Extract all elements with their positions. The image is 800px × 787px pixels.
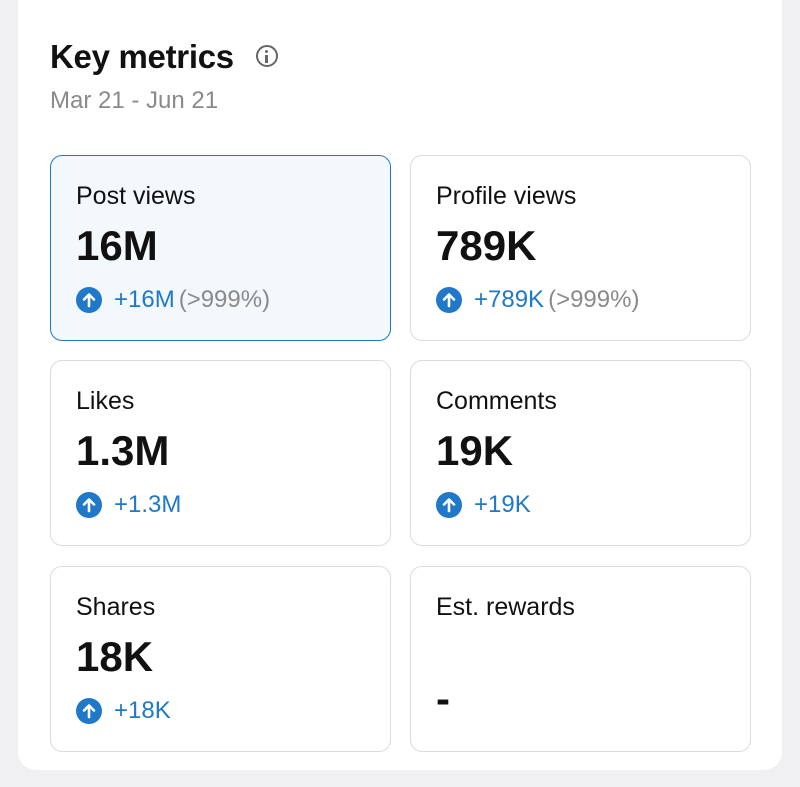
metric-value: 1.3M <box>76 427 170 474</box>
metric-change: +1.3M <box>76 491 181 519</box>
metric-tile[interactable]: Shares 18K +18K <box>50 566 391 752</box>
metric-label: Comments <box>436 387 557 415</box>
metric-label: Likes <box>76 387 135 415</box>
metric-label: Post views <box>76 182 196 210</box>
metric-change: +18K <box>76 697 171 725</box>
metric-value: - <box>436 675 450 722</box>
up-icon <box>76 492 102 518</box>
metric-change: +19K <box>436 491 531 519</box>
metric-tile[interactable]: Profile views 789K +789K (>999%) <box>410 155 751 341</box>
change-value: +1.3M <box>114 491 182 518</box>
metric-label: Profile views <box>436 182 577 210</box>
change-value: +19K <box>474 491 531 518</box>
metric-value: 18K <box>76 633 154 680</box>
metric-change: +789K (>999%) <box>436 286 639 314</box>
metric-label: Est. rewards <box>436 593 575 621</box>
info-icon[interactable] <box>256 45 278 67</box>
change-percent: (>999%) <box>178 286 271 313</box>
metric-tile[interactable]: Post views 16M +16M (>999%) <box>50 155 391 341</box>
metric-value: 16M <box>76 222 158 269</box>
metric-value: 19K <box>436 427 514 474</box>
metric-tile[interactable]: Comments 19K +19K <box>410 360 751 546</box>
date-range: Mar 21 - Jun 21 <box>50 87 219 114</box>
metric-tile[interactable]: Est. rewards - <box>410 566 751 752</box>
up-icon <box>76 287 102 313</box>
metric-label: Shares <box>76 593 156 621</box>
up-icon <box>436 287 462 313</box>
change-value: +16M <box>114 286 175 313</box>
metric-tile[interactable]: Likes 1.3M +1.3M <box>50 360 391 546</box>
change-percent: (>999%) <box>548 286 640 313</box>
metric-change: +16M (>999%) <box>76 286 270 314</box>
up-icon <box>436 492 462 518</box>
change-value: +18K <box>114 697 171 724</box>
metric-value: 789K <box>436 222 537 269</box>
change-value: +789K <box>474 286 545 313</box>
up-icon <box>76 698 102 724</box>
title: Key metrics <box>50 38 234 75</box>
